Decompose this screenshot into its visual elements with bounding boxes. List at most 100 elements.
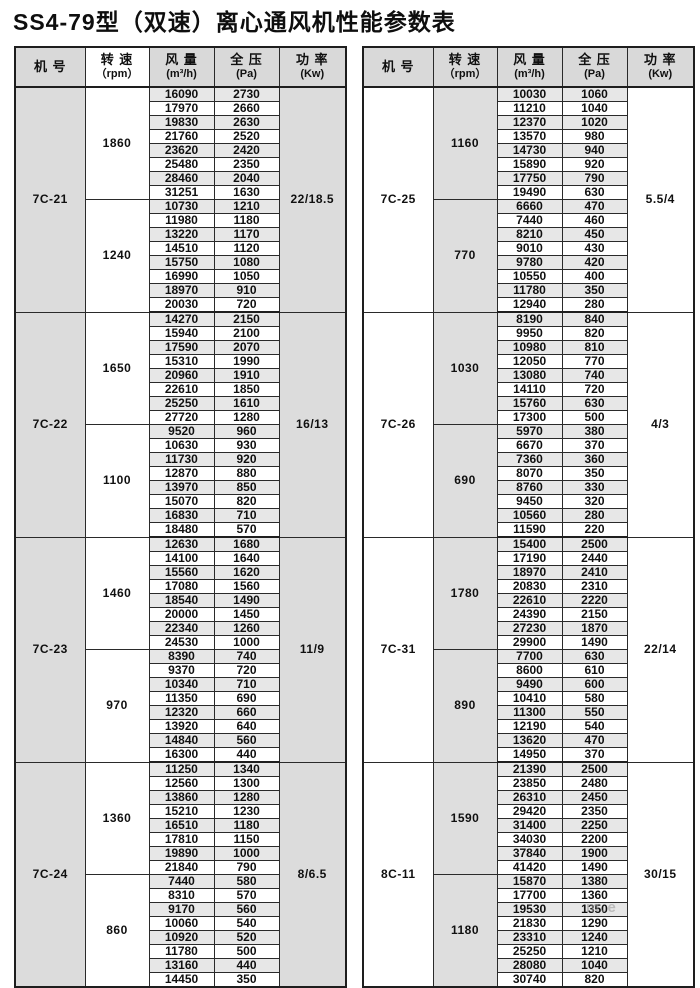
- flow-cell: 37840: [496, 846, 563, 861]
- header-pressure-unit: (Pa): [236, 68, 257, 81]
- flow-cell: 22610: [148, 382, 215, 397]
- flow-cell: 11300: [496, 705, 563, 720]
- flow-cell: 14270: [148, 311, 215, 327]
- pressure-cell: 1120: [213, 241, 280, 256]
- pressure-cell: 1180: [213, 213, 280, 228]
- flow-cell: 17590: [148, 340, 215, 355]
- flow-cell: 21830: [496, 916, 563, 931]
- pressure-cell: 2310: [561, 579, 628, 594]
- pressure-cell: 1450: [213, 607, 280, 622]
- speed-cell: 770: [432, 199, 498, 313]
- flow-cell: 14950: [496, 747, 563, 763]
- pressure-cell: 1610: [213, 396, 280, 411]
- flow-cell: 8600: [496, 663, 563, 678]
- pressure-cell: 1210: [213, 199, 280, 214]
- flow-cell: 12190: [496, 719, 563, 734]
- flow-cell: 17080: [148, 579, 215, 594]
- flow-cell: 7700: [496, 649, 563, 664]
- power-cell: 4/3: [626, 311, 695, 538]
- flow-cell: 7440: [148, 874, 215, 889]
- pressure-cell: 540: [213, 916, 280, 931]
- flow-cell: 9450: [496, 494, 563, 509]
- flow-cell: 10630: [148, 438, 215, 453]
- header-flow: 风 量 (m³/h): [148, 46, 215, 88]
- flow-cell: 31400: [496, 818, 563, 833]
- flow-cell: 18970: [496, 565, 563, 580]
- power-cell: 11/9: [278, 536, 347, 763]
- pressure-cell: 280: [561, 297, 628, 313]
- pressure-cell: 840: [561, 311, 628, 327]
- flow-cell: 13570: [496, 129, 563, 144]
- flow-cell: 8190: [496, 311, 563, 327]
- flow-cell: 10060: [148, 916, 215, 931]
- pressure-cell: 2150: [213, 311, 280, 327]
- performance-table: 机 号转 速（rpm）风 量 (m³/h) 全 压 (Pa) 功 率 (Kw) 7C-21 1…: [14, 46, 347, 988]
- flow-cell: 20030: [148, 297, 215, 313]
- page-title: SS4-79型（双速）离心通风机性能参数表: [13, 9, 456, 35]
- pressure-cell: 550: [561, 705, 628, 720]
- pressure-cell: 1900: [561, 846, 628, 861]
- pressure-cell: 880: [213, 466, 280, 481]
- pressure-cell: 1180: [213, 818, 280, 833]
- pressure-cell: 1490: [213, 593, 280, 608]
- flow-cell: 15070: [148, 494, 215, 509]
- flow-cell: 15560: [148, 565, 215, 580]
- flow-cell: 15210: [148, 804, 215, 819]
- pressure-cell: 440: [213, 958, 280, 973]
- pressure-cell: 1620: [213, 565, 280, 580]
- flow-cell: 17190: [496, 551, 563, 566]
- flow-cell: 19490: [496, 185, 563, 200]
- pressure-cell: 1630: [213, 185, 280, 200]
- pressure-cell: 1680: [213, 536, 280, 552]
- pressure-cell: 660: [213, 705, 280, 720]
- pressure-cell: 2070: [213, 340, 280, 355]
- flow-cell: 12560: [148, 776, 215, 791]
- flow-cell: 16830: [148, 508, 215, 523]
- flow-cell: 10730: [148, 199, 215, 214]
- pressure-cell: 560: [213, 902, 280, 917]
- pressure-cell: 360: [561, 452, 628, 467]
- pressure-cell: 820: [561, 326, 628, 341]
- flow-cell: 28460: [148, 171, 215, 186]
- power-cell: 22/14: [626, 536, 695, 763]
- pressure-cell: 370: [561, 438, 628, 453]
- pressure-cell: 2480: [561, 776, 628, 791]
- pressure-cell: 930: [213, 438, 280, 453]
- header-flow: 风 量 (m³/h): [496, 46, 563, 88]
- pressure-cell: 1280: [213, 790, 280, 805]
- pressure-cell: 580: [213, 874, 280, 889]
- tables-wrap: 机 号转 速（rpm）风 量 (m³/h) 全 压 (Pa) 功 率 (Kw) 7C-21 1…: [14, 46, 695, 988]
- flow-cell: 10980: [496, 340, 563, 355]
- flow-cell: 24390: [496, 607, 563, 622]
- flow-cell: 27720: [148, 410, 215, 425]
- flow-cell: 34030: [496, 832, 563, 847]
- flow-cell: 12940: [496, 297, 563, 313]
- header-flow-label: 风 量: [513, 52, 546, 67]
- pressure-cell: 420: [561, 255, 628, 270]
- header-speed-unit: （rpm）: [443, 68, 487, 81]
- flow-cell: 10560: [496, 508, 563, 523]
- speed-cell: 1240: [84, 199, 150, 313]
- flow-cell: 23310: [496, 930, 563, 945]
- flow-cell: 11980: [148, 213, 215, 228]
- flow-cell: 31251: [148, 185, 215, 200]
- flow-cell: 25250: [496, 944, 563, 959]
- pressure-cell: 500: [561, 410, 628, 425]
- header-power: 功 率 (Kw): [278, 46, 347, 88]
- flow-cell: 6660: [496, 199, 563, 214]
- flow-cell: 11250: [148, 761, 215, 777]
- flow-cell: 14510: [148, 241, 215, 256]
- flow-cell: 8070: [496, 466, 563, 481]
- pressure-cell: 710: [213, 677, 280, 692]
- flow-cell: 17810: [148, 832, 215, 847]
- pressure-cell: 690: [213, 691, 280, 706]
- flow-cell: 16510: [148, 818, 215, 833]
- pressure-cell: 1240: [561, 930, 628, 945]
- pressure-cell: 1490: [561, 860, 628, 875]
- pressure-cell: 1870: [561, 621, 628, 636]
- pressure-cell: 450: [561, 227, 628, 242]
- header-power-label: 功 率: [643, 52, 677, 67]
- flow-cell: 13920: [148, 719, 215, 734]
- model-cell: 7C-31: [362, 536, 434, 763]
- flow-cell: 13080: [496, 368, 563, 383]
